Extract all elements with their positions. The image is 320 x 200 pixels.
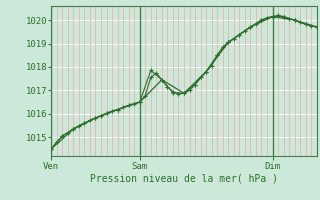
X-axis label: Pression niveau de la mer( hPa ): Pression niveau de la mer( hPa ) <box>90 173 278 183</box>
